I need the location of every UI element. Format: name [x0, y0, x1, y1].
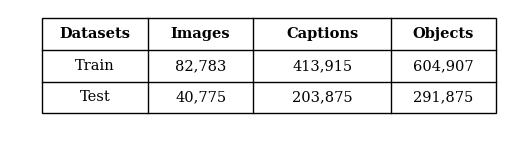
Text: Datasets: Datasets: [60, 27, 130, 41]
Text: 203,875: 203,875: [292, 90, 352, 104]
Text: 82,783: 82,783: [175, 59, 227, 73]
Text: Train: Train: [75, 59, 115, 73]
Text: Objects: Objects: [413, 27, 474, 41]
Text: 291,875: 291,875: [413, 90, 474, 104]
Text: 413,915: 413,915: [292, 59, 352, 73]
Text: Test: Test: [80, 90, 110, 104]
Bar: [42, 18, 496, 113]
Text: Images: Images: [171, 27, 230, 41]
Text: Captions: Captions: [286, 27, 358, 41]
Text: 40,775: 40,775: [175, 90, 226, 104]
Text: 604,907: 604,907: [413, 59, 474, 73]
